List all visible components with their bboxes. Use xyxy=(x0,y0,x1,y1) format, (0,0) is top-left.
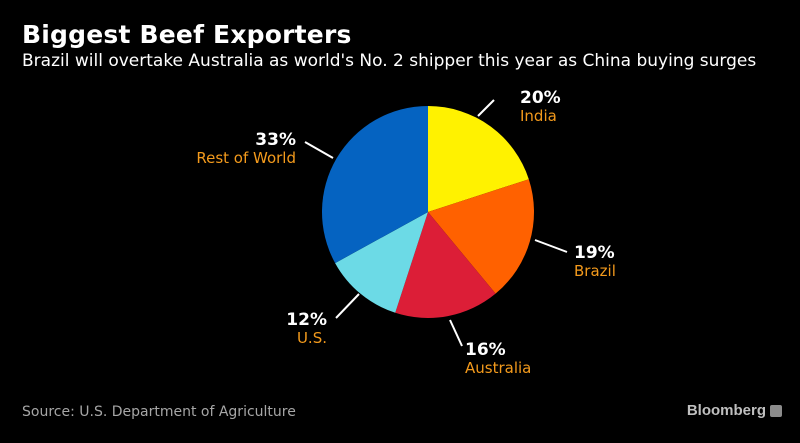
chart-title: Biggest Beef Exporters xyxy=(22,20,352,49)
pie-slice-australia xyxy=(395,212,496,318)
leader-line-rest-of-world xyxy=(304,141,334,159)
category-label-australia: Australia xyxy=(465,359,531,377)
value-label-australia: 16% xyxy=(465,340,506,360)
leader-line-u-s xyxy=(335,293,360,319)
value-label-rest-of-world: 33% xyxy=(255,130,296,150)
pie-slice-rest-of-world xyxy=(321,105,428,264)
brand-logo: Bloomberg xyxy=(687,402,782,419)
leader-line-india xyxy=(477,99,495,117)
category-label-u-s: U.S. xyxy=(297,329,327,347)
pie-slice-u-s xyxy=(335,212,428,313)
category-label-india: India xyxy=(520,107,557,125)
value-label-brazil: 19% xyxy=(574,243,615,263)
leader-line-brazil xyxy=(534,239,568,253)
pie-slice-brazil xyxy=(428,179,534,294)
bloomberg-terminal-icon xyxy=(770,404,782,417)
value-label-u-s: 12% xyxy=(286,310,327,330)
source-note: Source: U.S. Department of Agriculture xyxy=(22,404,296,420)
pie-slice-india xyxy=(428,106,529,212)
value-label-india: 20% xyxy=(520,88,561,108)
leader-line-australia xyxy=(449,319,463,347)
category-label-rest-of-world: Rest of World xyxy=(196,149,296,167)
brand-name: Bloomberg xyxy=(686,402,766,419)
chart-subtitle: Brazil will overtake Australia as world'… xyxy=(22,51,757,71)
category-label-brazil: Brazil xyxy=(574,262,616,280)
